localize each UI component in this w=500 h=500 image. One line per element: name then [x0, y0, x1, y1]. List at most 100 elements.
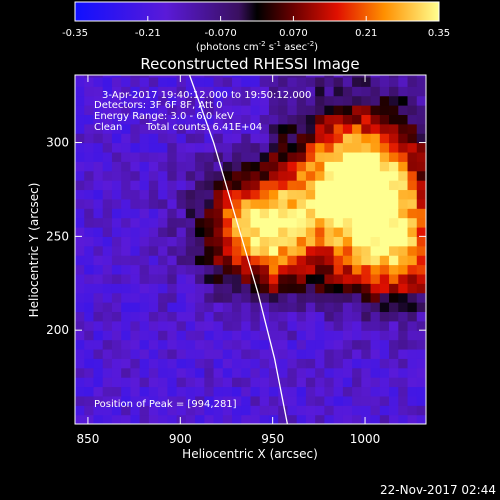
- heatmap-cell: [102, 198, 113, 209]
- heatmap-cell: [148, 405, 159, 416]
- heatmap-cell: [315, 75, 325, 78]
- heatmap-cell: [241, 395, 252, 406]
- heatmap-cell: [185, 236, 196, 247]
- heatmap-cell: [185, 283, 196, 294]
- heatmap-cell: [352, 161, 362, 172]
- heatmap-cell: [416, 180, 426, 191]
- heatmap-cell: [213, 283, 224, 294]
- heatmap-cell: [370, 386, 381, 397]
- heatmap-cell: [250, 302, 261, 313]
- heatmap-cell: [167, 161, 178, 172]
- heatmap-cell: [342, 86, 353, 97]
- heatmap-cell: [204, 358, 215, 369]
- heatmap-cell: [111, 358, 122, 369]
- heatmap-cell: [352, 198, 362, 209]
- heatmap-cell: [389, 142, 399, 153]
- heatmap-cell: [130, 105, 141, 116]
- heatmap-cell: [268, 161, 279, 172]
- heatmap-cell: [222, 264, 233, 275]
- heatmap-cell: [278, 414, 289, 424]
- heatmap-cell: [213, 255, 224, 266]
- heatmap-cell: [315, 320, 325, 331]
- heatmap-cell: [222, 161, 233, 172]
- heatmap-cell: [93, 114, 104, 125]
- heatmap-cell: [370, 283, 381, 294]
- heatmap-cell: [315, 76, 325, 87]
- heatmap-cell: [278, 198, 289, 209]
- heatmap-cell: [407, 320, 418, 331]
- heatmap-cell: [324, 292, 335, 303]
- heatmap-cell: [204, 414, 215, 424]
- heatmap-cell: [139, 367, 150, 378]
- heatmap-cell: [111, 377, 122, 388]
- heatmap-cell: [250, 105, 261, 116]
- heatmap-cell: [352, 170, 362, 181]
- heatmap-cell: [158, 161, 168, 172]
- heatmap-cell: [121, 255, 132, 266]
- heatmap-cell: [287, 414, 298, 424]
- heatmap-cell: [222, 273, 233, 284]
- heatmap-cell: [287, 95, 298, 106]
- heatmap-cell: [121, 161, 132, 172]
- heatmap-cell: [185, 311, 196, 322]
- heatmap-cell: [111, 217, 122, 228]
- heatmap-cell: [148, 245, 159, 256]
- heatmap-cell: [75, 75, 85, 78]
- heatmap-cell: [148, 133, 159, 144]
- heatmap-cell: [324, 311, 335, 322]
- heatmap-cell: [296, 86, 307, 97]
- heatmap-cell: [398, 151, 409, 162]
- heatmap-cell: [250, 348, 261, 359]
- heatmap-cell: [232, 180, 242, 191]
- heatmap-cell: [232, 311, 242, 322]
- heatmap-cell: [416, 386, 426, 397]
- heatmap-cell: [407, 123, 418, 134]
- heatmap-cell: [185, 75, 196, 78]
- heatmap-cell: [232, 226, 242, 237]
- heatmap-cell: [250, 367, 261, 378]
- heatmap-cell: [148, 395, 159, 406]
- heatmap-cell: [84, 198, 95, 209]
- heatmap-cell: [370, 367, 381, 378]
- heatmap-cell: [407, 133, 418, 144]
- heatmap-cell: [352, 123, 362, 134]
- heatmap-cell: [352, 180, 362, 191]
- heatmap-cell: [370, 320, 381, 331]
- heatmap-cell: [361, 217, 372, 228]
- heatmap-cell: [158, 189, 168, 200]
- heatmap-cell: [389, 180, 399, 191]
- heatmap-cell: [398, 405, 409, 416]
- colorbar-tick-label: -0.070: [204, 28, 236, 39]
- heatmap-cell: [352, 358, 362, 369]
- heatmap-cell: [389, 198, 399, 209]
- heatmap-cell: [416, 358, 426, 369]
- heatmap-cell: [130, 226, 141, 237]
- heatmap-cell: [111, 302, 122, 313]
- heatmap-cell: [93, 330, 104, 341]
- heatmap-cell: [250, 95, 261, 106]
- heatmap-cell: [268, 151, 279, 162]
- heatmap-cell: [250, 320, 261, 331]
- heatmap-cell: [93, 377, 104, 388]
- heatmap-cell: [176, 133, 187, 144]
- heatmap-cell: [75, 86, 85, 97]
- heatmap-cell: [93, 255, 104, 266]
- heatmap-cell: [342, 105, 353, 116]
- heatmap-cell: [139, 114, 150, 125]
- heatmap-cell: [268, 386, 279, 397]
- heatmap-cell: [167, 86, 178, 97]
- heatmap-cell: [407, 161, 418, 172]
- heatmap-cell: [204, 151, 215, 162]
- heatmap-cell: [148, 114, 159, 125]
- heatmap-cell: [111, 208, 122, 219]
- heatmap-cell: [398, 395, 409, 406]
- heatmap-cell: [287, 180, 298, 191]
- heatmap-cell: [352, 320, 362, 331]
- heatmap-cell: [222, 208, 233, 219]
- heatmap-cell: [333, 302, 344, 313]
- heatmap-cell: [158, 377, 168, 388]
- heatmap-cell: [379, 273, 390, 284]
- heatmap-cell: [222, 226, 233, 237]
- heatmap-cell: [93, 161, 104, 172]
- heatmap-cell: [148, 208, 159, 219]
